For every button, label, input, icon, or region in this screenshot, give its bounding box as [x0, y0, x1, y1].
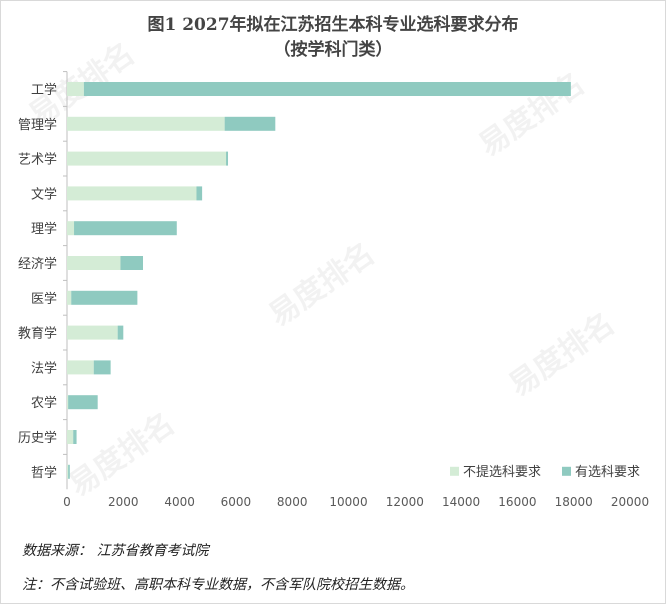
- bar-segment: [74, 221, 177, 236]
- x-tick-label: 10000: [329, 495, 367, 509]
- bar-segment: [67, 82, 84, 96]
- category-label: 理学: [31, 221, 57, 237]
- bar-segment: [120, 256, 144, 270]
- bar-segment: [68, 395, 98, 410]
- bar-segment: [67, 151, 227, 166]
- legend-label: 有选科要求: [575, 465, 640, 480]
- legend-swatch: [562, 466, 571, 476]
- category-label: 工学: [31, 82, 57, 98]
- category-label: 农学: [31, 395, 57, 411]
- data-source: 数据来源： 江苏省教育考试院: [22, 543, 209, 559]
- bar-segment: [71, 290, 138, 305]
- bar-segment: [67, 116, 225, 131]
- bar-segment: [67, 186, 197, 201]
- x-tick-label: 8000: [277, 495, 308, 509]
- x-tick-label: 6000: [221, 495, 252, 509]
- bar-segment: [68, 464, 70, 479]
- category-label: 文学: [31, 186, 57, 202]
- chart-title: 图1 2027年拟在江苏招生本科专业选科要求分布: [147, 15, 519, 35]
- category-label: 历史学: [18, 430, 57, 446]
- bar-segment: [67, 221, 75, 236]
- legend-swatch: [450, 466, 459, 476]
- category-label: 哲学: [31, 465, 57, 481]
- bar-segment: [196, 186, 203, 201]
- bar-segment: [67, 360, 94, 375]
- bar-segment: [67, 464, 69, 479]
- bar-segment: [67, 395, 69, 410]
- x-tick-label: 16000: [498, 495, 536, 509]
- x-tick-label: 20000: [611, 495, 649, 509]
- category-label: 艺术学: [18, 152, 57, 168]
- bar-segment: [83, 82, 571, 96]
- category-label: 法学: [31, 360, 57, 376]
- x-tick-label: 2000: [108, 495, 139, 509]
- bar-segment: [73, 430, 77, 444]
- bar-segment: [67, 290, 72, 305]
- bar-segment: [224, 116, 276, 131]
- category-label: 管理学: [18, 117, 57, 133]
- bar-segment: [117, 325, 124, 340]
- category-label: 教育学: [18, 326, 57, 342]
- bar-segment: [67, 325, 118, 340]
- x-tick-label: 12000: [386, 495, 424, 509]
- footnote: 注：不含试验班、高职本科专业数据，不含军队院校招生数据。: [22, 577, 414, 593]
- chart-subtitle: （按学科门类）: [273, 40, 393, 60]
- bar-segment: [67, 256, 121, 270]
- bar-segment: [226, 151, 229, 166]
- x-tick-label: 14000: [442, 495, 480, 509]
- category-label: 经济学: [18, 256, 57, 272]
- x-tick-label: 0: [63, 495, 71, 509]
- bar-segment: [93, 360, 111, 375]
- x-tick-label: 4000: [164, 495, 195, 509]
- category-label: 医学: [31, 291, 57, 307]
- x-tick-label: 18000: [555, 495, 593, 509]
- legend-label: 不提选科要求: [463, 464, 541, 480]
- bar-segment: [67, 430, 74, 444]
